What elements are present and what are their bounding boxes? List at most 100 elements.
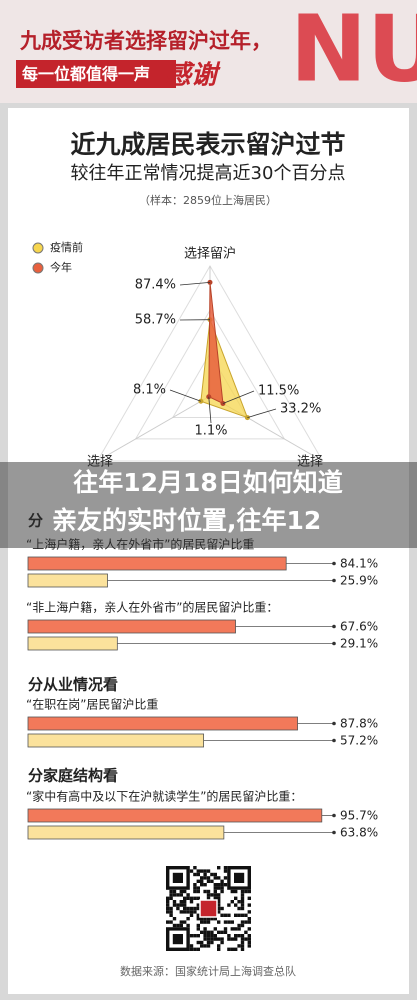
qr-module: [220, 931, 223, 934]
qr-module: [183, 900, 186, 903]
qr-module: [203, 944, 206, 947]
bar-value-label: 63.8%: [340, 826, 378, 840]
qr-module: [169, 907, 172, 910]
qr-module: [180, 924, 183, 927]
radar-value-label: 8.1%: [133, 383, 166, 398]
qr-module: [200, 941, 203, 944]
qr-module: [193, 890, 196, 893]
qr-module: [166, 920, 169, 923]
qr-module: [200, 869, 203, 872]
qr-module: [193, 934, 196, 937]
qr-module: [241, 903, 244, 906]
legend-label: 今年: [50, 260, 72, 274]
qr-module: [248, 897, 251, 900]
qr-module: [169, 920, 172, 923]
radar-value-label: 87.4%: [135, 278, 176, 293]
bar: [28, 620, 236, 633]
bar-value-label: 67.6%: [340, 620, 378, 634]
qr-module: [186, 917, 189, 920]
overlay-title: 往年12月18日如何知道: [73, 468, 343, 497]
radar-value-label: 33.2%: [280, 402, 321, 417]
qr-module: [186, 907, 189, 910]
qr-module: [207, 890, 210, 893]
qr-module: [207, 937, 210, 940]
subtitle: 较往年正常情况提高近30个百分点: [71, 163, 346, 184]
qr-module: [210, 941, 213, 944]
qr-module: [193, 883, 196, 886]
qr-module: [203, 890, 206, 893]
qr-module: [241, 920, 244, 923]
main-title: 近九成居民表示留沪过节: [70, 130, 345, 159]
qr-module: [173, 890, 176, 893]
qr-module: [200, 931, 203, 934]
qr-module: [224, 866, 227, 869]
qr-module: [203, 931, 206, 934]
qr-module: [237, 944, 240, 947]
qr-module: [193, 873, 196, 876]
radar-value-label: 11.5%: [258, 384, 299, 399]
group-label: “家中有高中及以下在沪就读学生”的居民留沪比重：: [26, 789, 302, 804]
qr-finder-core: [173, 873, 183, 883]
qr-module: [197, 890, 200, 893]
qr-module: [190, 944, 193, 947]
qr-module: [197, 880, 200, 883]
bar-leader-dot: [332, 722, 336, 726]
bar-leader-dot: [332, 831, 336, 835]
qr-module: [203, 876, 206, 879]
qr-module: [248, 903, 251, 906]
qr-module: [231, 900, 234, 903]
qr-module: [183, 903, 186, 906]
qr-module: [173, 924, 176, 927]
qr-module: [197, 941, 200, 944]
qr-module: [193, 866, 196, 869]
qr-module: [220, 907, 223, 910]
qr-module: [166, 907, 169, 910]
qr-module: [169, 914, 172, 917]
qr-module: [210, 931, 213, 934]
qr-module: [234, 890, 237, 893]
qr-module: [237, 934, 240, 937]
qr-module: [169, 910, 172, 913]
qr-module: [190, 907, 193, 910]
qr-module: [227, 934, 230, 937]
qr-module: [180, 903, 183, 906]
qr-module: [231, 920, 234, 923]
qr-module: [237, 907, 240, 910]
radar-value-label: 58.7%: [135, 313, 176, 328]
qr-module: [231, 948, 234, 951]
qr-module: [193, 910, 196, 913]
qr-module: [180, 890, 183, 893]
banner-title: 九成受访者选择留沪过年，: [19, 29, 272, 53]
bar-leader-dot: [332, 814, 336, 818]
group-label: “在职在岗”居民留沪比重: [26, 698, 158, 712]
qr-module: [193, 886, 196, 889]
qr-module: [237, 914, 240, 917]
banner-decoration: NU: [290, 0, 417, 102]
qr-module: [214, 937, 217, 940]
qr-code: [162, 862, 255, 955]
qr-logo: [200, 900, 217, 917]
qr-module: [210, 893, 213, 896]
qr-module: [234, 948, 237, 951]
bar-value-label: 87.8%: [340, 717, 378, 731]
qr-module: [214, 927, 217, 930]
qr-module: [200, 920, 203, 923]
qr-module: [210, 873, 213, 876]
note: （样本：2859位上海居民）: [139, 193, 277, 207]
qr-module: [190, 948, 193, 951]
qr-module: [197, 886, 200, 889]
qr-module: [197, 869, 200, 872]
qr-module: [227, 937, 230, 940]
qr-module: [183, 890, 186, 893]
qr-module: [248, 920, 251, 923]
banner-accent: 感谢: [165, 61, 221, 91]
qr-module: [224, 876, 227, 879]
qr-module: [220, 941, 223, 944]
qr-module: [210, 934, 213, 937]
qr-module: [248, 917, 251, 920]
qr-module: [203, 883, 206, 886]
qr-module: [241, 948, 244, 951]
qr-module: [207, 941, 210, 944]
qr-module: [183, 897, 186, 900]
